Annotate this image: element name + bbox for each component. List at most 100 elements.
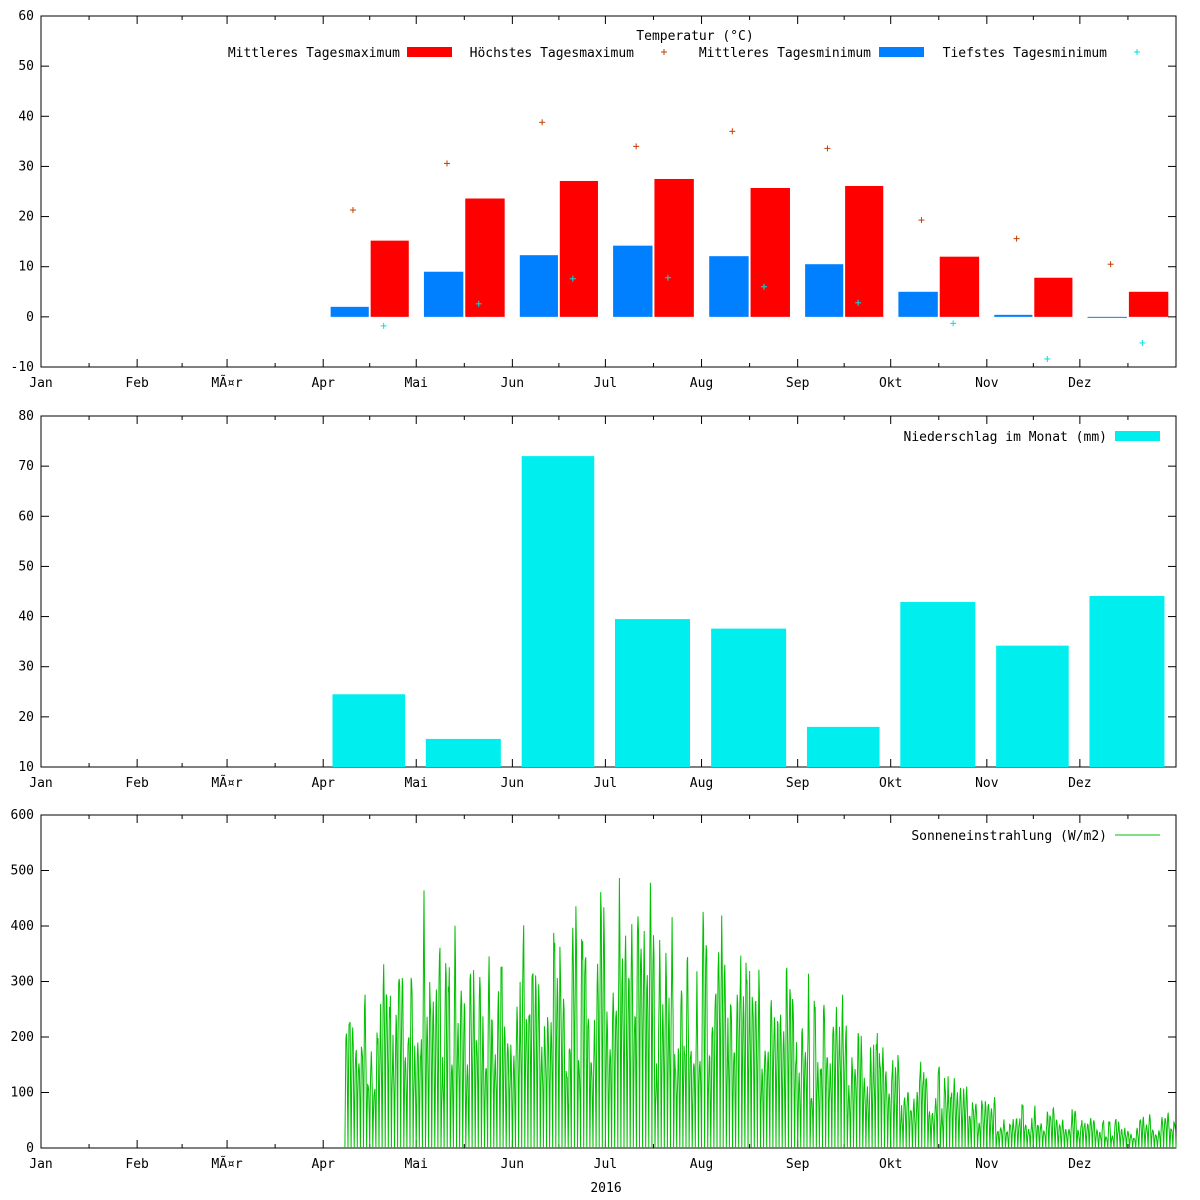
month-label-2-6: Jul (594, 1157, 617, 1172)
month-label-2-9: Okt (879, 1157, 902, 1172)
ytick-label: 200 (11, 1030, 34, 1045)
month-label-1-3: Apr (311, 776, 335, 791)
point-tiefstes-tagesminimum-Sep (855, 299, 862, 306)
point-tiefstes-tagesminimum-Jul (664, 274, 671, 281)
bar-mittleres-tagesmaximum-Apr (370, 240, 409, 317)
bar-niederschlag-Dez (1089, 596, 1165, 767)
bar-niederschlag-Aug (711, 628, 787, 767)
month-label-1-0: Jan (29, 776, 52, 791)
point-hoechstes-tagesmaximum-Jul (633, 143, 640, 150)
ytick-label: 60 (18, 509, 34, 524)
ytick-label: 400 (11, 919, 34, 934)
bar-mittleres-tagesmaximum-Jul (654, 178, 694, 317)
legend-swatch-mittleres-tagesminimum (879, 47, 924, 57)
bar-niederschlag-Okt (900, 602, 976, 767)
month-label-2-2: MÃ¤r (211, 1156, 242, 1172)
month-label-0-11: Dez (1068, 376, 1091, 391)
ytick-label: 600 (11, 808, 34, 823)
ytick-label: 20 (18, 710, 34, 725)
ytick-label: -10 (11, 360, 34, 375)
month-label-0-5: Jun (501, 376, 524, 391)
point-tiefstes-tagesminimum-Apr (380, 322, 387, 329)
month-label-1-7: Aug (690, 776, 713, 791)
ytick-label: 300 (11, 975, 34, 990)
month-label-1-4: Mai (404, 776, 427, 791)
ytick-label: 50 (18, 559, 34, 574)
ytick-label: 0 (26, 310, 34, 325)
month-label-2-10: Nov (975, 1157, 999, 1172)
bar-niederschlag-Apr (332, 694, 406, 767)
bar-mittleres-tagesminimum-Okt (898, 291, 938, 317)
month-label-0-0: Jan (29, 376, 52, 391)
legend-label-mittleres-tagesminimum: Mittleres Tagesminimum (699, 46, 871, 61)
month-label-0-2: MÃ¤r (211, 375, 242, 391)
point-tiefstes-tagesminimum-Okt (950, 320, 957, 327)
bar-mittleres-tagesmaximum-Sep (845, 185, 884, 317)
year-label: 2016 (590, 1181, 621, 1196)
bar-mittleres-tagesminimum-Nov (994, 314, 1033, 317)
bar-mittleres-tagesminimum-Dez (1087, 316, 1127, 318)
bar-mittleres-tagesmaximum-Nov (1034, 277, 1073, 317)
ytick-label: 40 (18, 109, 34, 124)
point-tiefstes-tagesminimum-Dez (1139, 339, 1146, 346)
legend-label-niederschlag: Niederschlag im Monat (mm) (904, 430, 1108, 445)
month-label-1-5: Jun (501, 776, 524, 791)
ytick-label: 80 (18, 409, 34, 424)
ytick-label: 100 (11, 1086, 34, 1101)
month-label-2-5: Jun (501, 1157, 524, 1172)
month-label-2-1: Feb (125, 1157, 149, 1172)
month-label-1-8: Sep (786, 776, 810, 791)
point-hoechstes-tagesmaximum-Aug (729, 128, 736, 135)
point-tiefstes-tagesminimum-Aug (761, 283, 768, 290)
legend-label-tiefstes-tagesminimum: Tiefstes Tagesminimum (943, 46, 1108, 61)
month-label-1-1: Feb (125, 776, 149, 791)
month-label-1-10: Nov (975, 776, 999, 791)
month-label-2-7: Aug (690, 1157, 713, 1172)
bar-mittleres-tagesminimum-Apr (330, 306, 369, 317)
legend-label-sonneneinstrahlung: Sonneneinstrahlung (W/m2) (911, 829, 1107, 844)
bar-niederschlag-Nov (996, 645, 1069, 767)
plot-frame-0 (40, 15, 1177, 368)
bar-mittleres-tagesminimum-Jun (519, 255, 558, 317)
ytick-label: 30 (18, 159, 34, 174)
chart-title: Temperatur (°C) (636, 29, 753, 44)
bar-mittleres-tagesminimum-Mai (423, 271, 464, 317)
month-label-2-0: Jan (29, 1157, 52, 1172)
legend-swatch-mittleres-tagesmaximum (407, 47, 452, 57)
bar-mittleres-tagesmaximum-Jun (559, 180, 598, 317)
plot-frame-1 (40, 415, 1177, 768)
bar-niederschlag-Mai (425, 738, 501, 767)
legend-label-mittleres-tagesmaximum: Mittleres Tagesmaximum (228, 46, 400, 61)
month-label-0-7: Aug (690, 376, 713, 391)
ytick-label: 70 (18, 459, 34, 474)
point-hoechstes-tagesmaximum-Okt (918, 217, 925, 224)
point-hoechstes-tagesmaximum-Dez (1107, 261, 1114, 268)
ytick-label: 0 (26, 1141, 34, 1156)
ytick-label: 60 (18, 9, 34, 24)
month-label-1-6: Jul (594, 776, 617, 791)
ytick-label: 50 (18, 59, 34, 74)
ytick-label: 10 (18, 260, 34, 275)
ytick-label: 10 (18, 760, 34, 775)
month-label-2-11: Dez (1068, 1157, 1091, 1172)
ytick-label: 500 (11, 864, 34, 879)
month-label-0-1: Feb (125, 376, 149, 391)
month-label-0-8: Sep (786, 376, 810, 391)
bar-mittleres-tagesmaximum-Dez (1128, 291, 1169, 317)
point-hoechstes-tagesmaximum-Sep (824, 145, 831, 152)
point-tiefstes-tagesminimum-Nov (1044, 355, 1051, 362)
bar-mittleres-tagesminimum-Aug (709, 256, 749, 317)
point-hoechstes-tagesmaximum-Mai (443, 160, 450, 167)
month-label-0-10: Nov (975, 376, 999, 391)
point-tiefstes-tagesminimum-Jun (569, 275, 576, 282)
bar-mittleres-tagesmaximum-Okt (939, 256, 980, 317)
month-label-2-4: Mai (404, 1157, 427, 1172)
bar-mittleres-tagesmaximum-Mai (465, 198, 505, 317)
bar-niederschlag-Jun (521, 456, 595, 767)
legend-swatch-niederschlag (1115, 431, 1160, 441)
point-hoechstes-tagesmaximum-Apr (349, 207, 356, 214)
month-label-0-9: Okt (879, 376, 902, 391)
bar-niederschlag-Jul (615, 619, 690, 767)
bar-mittleres-tagesminimum-Sep (805, 264, 844, 317)
